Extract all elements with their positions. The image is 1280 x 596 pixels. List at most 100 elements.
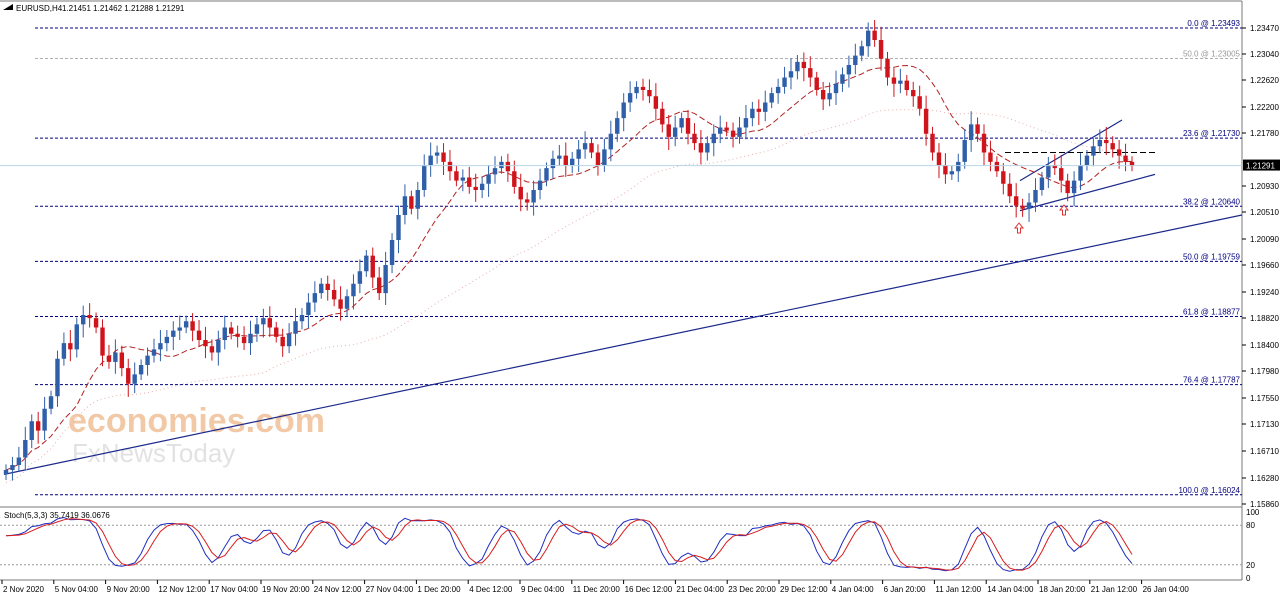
candle-body: [820, 90, 826, 100]
candle-body: [891, 77, 897, 84]
candle-body: [274, 327, 279, 337]
symbol-arrow-icon: [3, 4, 13, 10]
candle-body: [608, 133, 614, 150]
candle-body: [602, 149, 607, 165]
price-tick-label: 1.18820: [1250, 314, 1279, 323]
candle-body: [376, 277, 382, 294]
price-tick-label: 1.21780: [1250, 129, 1279, 138]
candle-body: [1033, 190, 1038, 203]
candle-body: [1084, 155, 1090, 165]
fib-level-label: 50.0 @ 1.19759: [1183, 252, 1241, 261]
candle-body: [563, 155, 568, 165]
candle-body: [61, 343, 67, 359]
candle-body: [55, 358, 60, 397]
candle-body: [898, 80, 903, 84]
price-tick-label: 1.16280: [1250, 474, 1279, 483]
candle-body: [743, 118, 749, 128]
candle-body: [872, 30, 877, 40]
moving-average: [5, 64, 1133, 483]
time-tick-label: 27 Nov 04:00: [366, 585, 414, 594]
candle-body: [235, 333, 240, 337]
fib-level-label: 61.8 @ 1.18877: [1183, 307, 1241, 316]
candle-body: [183, 321, 189, 328]
candle-body: [119, 352, 125, 369]
candle-body: [589, 143, 594, 153]
candle-body: [100, 327, 105, 356]
candle-body: [196, 330, 202, 340]
time-tick-label: 6 Jan 20:00: [884, 585, 926, 594]
stoch-main-line: [5, 516, 1133, 572]
candle-body: [705, 143, 710, 153]
candle-body: [640, 86, 646, 90]
signal-arrows: [1013, 204, 1070, 234]
time-tick-label: 9 Nov 20:00: [107, 585, 151, 594]
time-tick-label: 12 Nov 12:00: [158, 585, 206, 594]
candle-body: [151, 349, 157, 356]
candle-body: [467, 177, 472, 187]
candle-body: [158, 343, 163, 350]
candle-body: [254, 324, 260, 334]
candle-body: [171, 330, 176, 337]
watermark: economies.com FxNewsToday: [68, 402, 325, 468]
current-price-tag: [1243, 159, 1280, 171]
time-tick-label: 5 Nov 04:00: [55, 585, 99, 594]
candle-body: [1013, 196, 1019, 206]
candle-body: [904, 80, 909, 90]
candle-body: [306, 302, 311, 315]
candle-body: [396, 215, 401, 240]
channel-upper-line: [1019, 119, 1123, 182]
fib-level-label: 50.0 @ 1.23005: [1183, 49, 1241, 58]
candle-body: [1129, 161, 1135, 166]
candle-body: [42, 408, 47, 431]
candle-body: [846, 65, 852, 75]
candle-body: [1046, 165, 1051, 178]
candlesticks: [3, 20, 1135, 481]
price-tick-label: 1.19660: [1250, 261, 1279, 270]
candle-body: [627, 93, 633, 103]
candle-body: [981, 133, 987, 153]
candle-body: [286, 333, 292, 347]
candle-body: [48, 396, 54, 409]
time-tick-label: 1 Dec 20:00: [417, 585, 461, 594]
candle-body: [248, 333, 253, 344]
candle-body: [1039, 177, 1045, 190]
stoch-signal-line: [5, 518, 1133, 571]
candle-body: [499, 161, 504, 169]
candle-body: [229, 327, 234, 334]
price-tick-label: 1.19240: [1250, 288, 1279, 297]
candle-body: [1123, 155, 1128, 162]
price-tick-label: 1.22200: [1250, 103, 1279, 112]
candle-body: [1001, 171, 1006, 184]
price-tick-label: 1.23040: [1250, 50, 1279, 59]
candle-body: [370, 255, 375, 278]
candle-body: [164, 336, 170, 344]
time-tick-label: 11 Dec 20:00: [573, 585, 621, 594]
candle-body: [537, 180, 543, 190]
candle-body: [81, 315, 86, 325]
fib-level-label: 76.4 @ 1.17787: [1183, 376, 1241, 385]
candle-body: [936, 152, 942, 165]
candle-body: [917, 96, 922, 109]
candle-body: [827, 93, 832, 100]
candle-body: [1116, 149, 1122, 156]
candle-body: [1026, 202, 1032, 209]
channel-lower-line: [1019, 173, 1156, 212]
time-tick-label: 23 Dec 20:00: [728, 585, 776, 594]
candle-body: [756, 108, 762, 112]
candle-body: [357, 271, 363, 284]
candle-body: [486, 174, 491, 184]
candle-body: [1052, 165, 1057, 169]
candle-body: [1007, 183, 1012, 197]
stoch-axis-label: 0: [1246, 574, 1251, 583]
candle-body: [74, 324, 79, 350]
time-tick-label: 11 Jan 12:00: [935, 585, 981, 594]
candle-body: [1078, 165, 1083, 181]
long-moving-average-line: [5, 109, 1133, 483]
candle-body: [1065, 180, 1070, 194]
price-tick-label: 1.17550: [1250, 394, 1279, 403]
candle-body: [711, 133, 716, 144]
candle-body: [505, 161, 511, 172]
candle-body: [930, 133, 935, 153]
candle-body: [531, 190, 536, 203]
